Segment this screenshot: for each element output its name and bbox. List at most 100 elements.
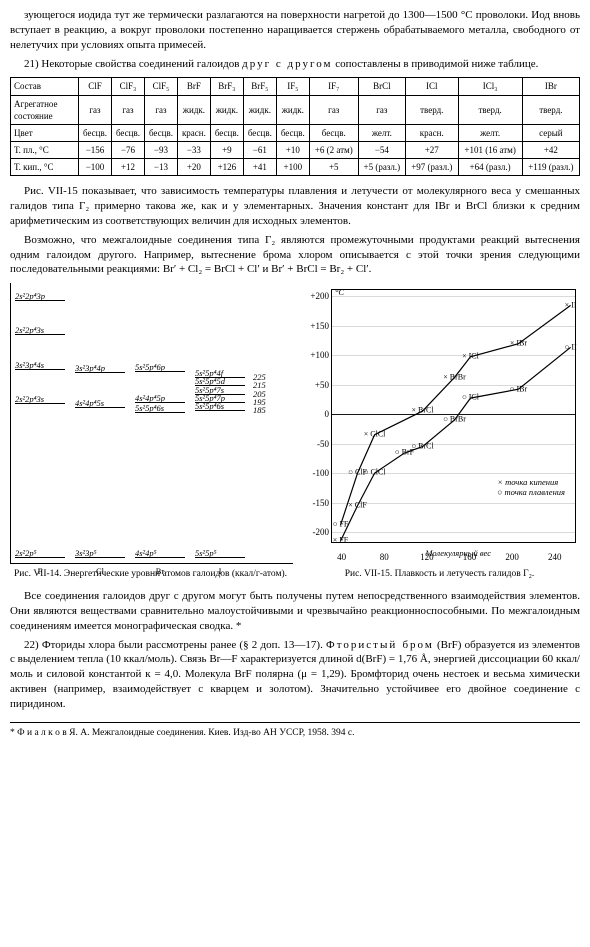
table-cell: ClF₅ — [144, 78, 177, 95]
table-cell: желт. — [358, 124, 405, 141]
table-cell: бесцв. — [243, 124, 276, 141]
fig15-point: ○ ICl — [462, 393, 479, 404]
energy-level: 5s²5p⁴4f — [195, 377, 245, 378]
para-22: 22) Фториды хлора были рассмотрены ранее… — [10, 638, 580, 712]
table-cell: +12 — [111, 159, 144, 176]
energy-level: 4s²4p⁵ — [135, 557, 185, 558]
table-cell: газ — [79, 95, 112, 124]
p22-b: Фтористый бром — [326, 639, 434, 651]
fig-14: 01902302703102s²2p⁵2s²2p⁴3s3s²3p⁴4s2s²2p… — [10, 283, 293, 564]
table-cell: ICl₃ — [458, 78, 522, 95]
table-cell: бесцв. — [144, 124, 177, 141]
caption-15: Рис. VII-15. Плавкость и летучесть галид… — [299, 568, 580, 581]
table-cell: +97 (разл.) — [406, 159, 458, 176]
table-cell: +119 (разл.) — [522, 159, 579, 176]
table-cell: −93 — [144, 141, 177, 158]
table-cell: красн. — [177, 124, 210, 141]
energy-level: 2s²2p⁴3s — [15, 403, 65, 404]
table-rowhead: Т. пл., °С — [11, 141, 79, 158]
fig15-point: × II — [565, 300, 577, 311]
halide-table: СоставClFClF₃ClF₅BrFBrF₃BrF₅IF₅IF₇BrClIC… — [10, 77, 580, 176]
table-cell: BrF₅ — [243, 78, 276, 95]
fig15-xtick: 160 — [463, 551, 477, 563]
table-cell: желт. — [458, 124, 522, 141]
table-cell: жидк. — [276, 95, 309, 124]
fig14-right-tick: 225 — [253, 372, 266, 383]
table-cell: серый — [522, 124, 579, 141]
table-cell: жидк. — [177, 95, 210, 124]
fig15-ytick: -200 — [297, 526, 329, 538]
table-cell: +9 — [210, 141, 243, 158]
fig15-xtick: 200 — [505, 551, 519, 563]
table-cell: +27 — [406, 141, 458, 158]
p21-c: сопоставлены в приводимой ниже таблице. — [335, 58, 538, 70]
p21-b: друг с другом — [242, 58, 332, 70]
table-rowhead: Т. кип., °С — [11, 159, 79, 176]
energy-level: 5s²5p⁴6p — [135, 371, 185, 372]
table-cell: газ — [144, 95, 177, 124]
energy-level: 5s²5p⁵ — [195, 557, 245, 558]
energy-level: 5s²5p⁴5d — [195, 385, 245, 386]
table-cell: газ — [111, 95, 144, 124]
table-rowhead: Цвет — [11, 124, 79, 141]
fig15-point: ○ BrCl — [411, 441, 433, 452]
table-rowhead: Состав — [11, 78, 79, 95]
figures-row: 01902302703102s²2p⁵2s²2p⁴3s3s²3p⁴4s2s²2p… — [10, 283, 580, 564]
fig15-point: ○ FF — [333, 520, 349, 531]
para-compounds: Все соединения галоидов друг с другом мо… — [10, 589, 580, 634]
table-cell: −156 — [79, 141, 112, 158]
table-cell: ClF₃ — [111, 78, 144, 95]
table-cell: −61 — [243, 141, 276, 158]
fig14-col-label: Cl — [71, 566, 129, 577]
para-intro: зующегося иодида тут же термически разла… — [10, 8, 580, 53]
table-cell: +41 — [243, 159, 276, 176]
fig15-ytick: 0 — [297, 408, 329, 420]
table-cell: BrF — [177, 78, 210, 95]
energy-level: 3s²3p⁴4p — [75, 372, 125, 373]
table-cell: +42 — [522, 141, 579, 158]
energy-level: 3s²3p⁵ — [75, 557, 125, 558]
p22-a: 22) Фториды хлора были рассмотрены ранее… — [24, 639, 326, 651]
energy-level: 2s²2p⁵ — [15, 557, 65, 558]
table-rowhead: Агрегатное состояние — [11, 95, 79, 124]
table-cell: бесцв. — [79, 124, 112, 141]
fig15-ytick: +100 — [297, 349, 329, 361]
fig15-ytick: -150 — [297, 497, 329, 509]
energy-level: 2s²2p⁴3p — [15, 300, 65, 301]
table-cell: бесцв. — [111, 124, 144, 141]
energy-level: 5s²5p⁴6s — [195, 410, 245, 411]
table-cell: +5 (разл.) — [358, 159, 405, 176]
table-cell: жидк. — [243, 95, 276, 124]
fig-15: °C × FF○ FF× ClF○ ClF○ ClCl× ClCl○ BrF○ … — [297, 283, 580, 564]
fig15-point: ○ BrBr — [443, 415, 466, 426]
fig15-point: × ICl — [462, 352, 479, 363]
table-cell: +101 (16 атм) — [458, 141, 522, 158]
table-cell: газ — [309, 95, 358, 124]
fig15-point: ○ IBr — [510, 384, 528, 395]
fig15-point: ○ II — [565, 342, 577, 353]
fig15-point: × BrBr — [443, 372, 466, 383]
table-cell: жидк. — [210, 95, 243, 124]
table-cell: +64 (разл.) — [458, 159, 522, 176]
energy-level: 4s²4p⁴5s — [75, 407, 125, 408]
table-cell: +20 — [177, 159, 210, 176]
energy-level: 5s²5p⁴6s — [135, 412, 185, 413]
fig14-col-label: I — [191, 566, 249, 577]
table-cell: +6 (2 атм) — [309, 141, 358, 158]
table-cell: IF₅ — [276, 78, 309, 95]
table-cell: −33 — [177, 141, 210, 158]
fig15-point: × BrCl — [411, 406, 433, 417]
table-cell: тверд. — [522, 95, 579, 124]
fig15-ytick: +200 — [297, 290, 329, 302]
table-cell: BrCl — [358, 78, 405, 95]
table-cell: +10 — [276, 141, 309, 158]
fig15-point: × ClF — [348, 500, 367, 511]
fig15-xlabel: Молекулярный вес — [425, 548, 491, 559]
p21-a: 21) Некоторые свойства соединений галоид… — [24, 58, 239, 70]
table-cell: газ — [358, 95, 405, 124]
table-cell: −100 — [79, 159, 112, 176]
fig15-point: × FF — [333, 536, 348, 547]
table-cell: +5 — [309, 159, 358, 176]
table-cell: BrF₃ — [210, 78, 243, 95]
para-21: 21) Некоторые свойства соединений галоид… — [10, 57, 580, 72]
